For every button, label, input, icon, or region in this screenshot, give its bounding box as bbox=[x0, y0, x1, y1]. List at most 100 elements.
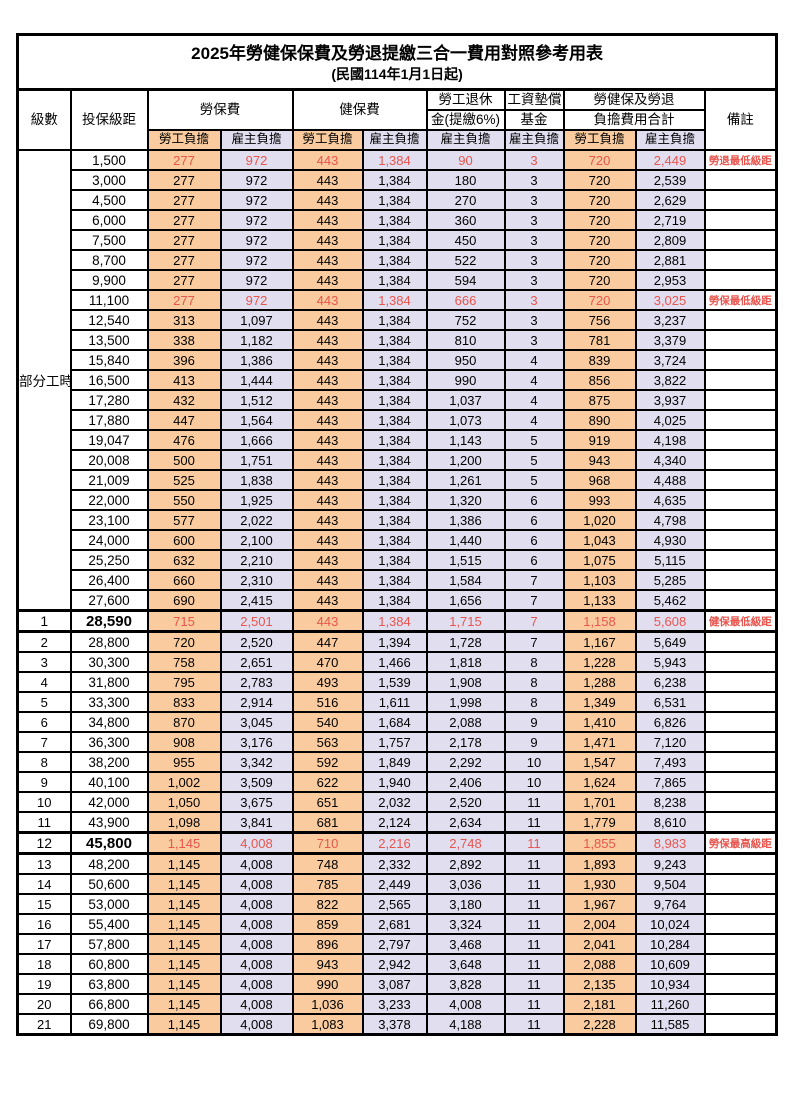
level-group-part-time: 部分工時 bbox=[16, 149, 72, 612]
value-cell: 11 bbox=[503, 993, 565, 1015]
value-cell: 1,386 bbox=[219, 349, 294, 371]
bracket-cell: 36,300 bbox=[69, 731, 149, 753]
value-cell: 1,715 bbox=[425, 609, 506, 633]
value-cell: 3,237 bbox=[634, 309, 706, 331]
remark-cell bbox=[703, 873, 778, 895]
value-cell: 4,008 bbox=[219, 933, 294, 955]
value-cell: 1,167 bbox=[562, 630, 637, 653]
level-cell: 12 bbox=[16, 831, 72, 855]
value-cell: 1,145 bbox=[146, 1013, 222, 1036]
table-row: 4,500 277 972 443 1,384 270 3 720 2,629 bbox=[18, 189, 778, 211]
value-cell: 432 bbox=[146, 389, 222, 411]
value-cell: 720 bbox=[562, 189, 637, 211]
remark-cell bbox=[703, 329, 778, 351]
value-cell: 1,002 bbox=[146, 771, 222, 793]
remark-cell bbox=[703, 209, 778, 231]
bracket-cell: 69,800 bbox=[69, 1013, 149, 1036]
page: 2025年勞健保保費及勞退提繳三合一費用對照參考用表 (民國114年1月1日起)… bbox=[16, 33, 779, 1036]
value-cell: 592 bbox=[291, 751, 364, 773]
remark-cell bbox=[703, 671, 778, 693]
bracket-cell: 50,600 bbox=[69, 873, 149, 895]
value-cell: 11 bbox=[503, 973, 565, 995]
value-cell: 1,145 bbox=[146, 993, 222, 1015]
value-cell: 11 bbox=[503, 852, 565, 875]
value-cell: 972 bbox=[219, 149, 294, 171]
value-cell: 1,384 bbox=[361, 189, 428, 211]
value-cell: 2,953 bbox=[634, 269, 706, 291]
value-cell: 4,798 bbox=[634, 509, 706, 531]
level-cell: 14 bbox=[16, 873, 72, 895]
value-cell: 4,930 bbox=[634, 529, 706, 551]
table-row: 22,000 550 1,925 443 1,384 1,320 6 993 4,635 bbox=[18, 489, 778, 511]
value-cell: 277 bbox=[146, 269, 222, 291]
value-cell: 7 bbox=[503, 609, 565, 633]
value-cell: 443 bbox=[291, 149, 364, 171]
value-cell: 338 bbox=[146, 329, 222, 351]
value-cell: 447 bbox=[291, 630, 364, 653]
value-cell: 1,097 bbox=[219, 309, 294, 331]
value-cell: 972 bbox=[219, 289, 294, 311]
remark-cell bbox=[703, 549, 778, 571]
value-cell: 2,520 bbox=[219, 630, 294, 653]
table-row: 17,280 432 1,512 443 1,384 1,037 4 875 3,937 bbox=[18, 389, 778, 411]
remark-cell bbox=[703, 569, 778, 591]
bracket-cell: 57,800 bbox=[69, 933, 149, 955]
value-cell: 270 bbox=[425, 189, 506, 211]
value-cell: 360 bbox=[425, 209, 506, 231]
level-cell: 21 bbox=[16, 1013, 72, 1036]
value-cell: 4,008 bbox=[219, 893, 294, 915]
value-cell: 5,943 bbox=[634, 651, 706, 673]
value-cell: 3 bbox=[503, 209, 565, 231]
value-cell: 2,135 bbox=[562, 973, 637, 995]
value-cell: 443 bbox=[291, 169, 364, 191]
value-cell: 3,087 bbox=[361, 973, 428, 995]
remark-cell bbox=[703, 953, 778, 975]
value-cell: 1,925 bbox=[219, 489, 294, 511]
value-cell: 443 bbox=[291, 549, 364, 571]
value-cell: 9,243 bbox=[634, 852, 706, 875]
bracket-cell: 45,800 bbox=[69, 831, 149, 855]
value-cell: 443 bbox=[291, 449, 364, 471]
table-row: 6,000 277 972 443 1,384 360 3 720 2,719 bbox=[18, 209, 778, 231]
bracket-cell: 19,047 bbox=[69, 429, 149, 451]
remark-cell: 勞退最低級距 bbox=[703, 149, 778, 171]
value-cell: 3,509 bbox=[219, 771, 294, 793]
value-cell: 443 bbox=[291, 329, 364, 351]
value-cell: 3,342 bbox=[219, 751, 294, 773]
table-row: 23,100 577 2,022 443 1,384 1,386 6 1,020 4,798 bbox=[18, 509, 778, 531]
value-cell: 277 bbox=[146, 209, 222, 231]
value-cell: 277 bbox=[146, 249, 222, 271]
value-cell: 1,143 bbox=[425, 429, 506, 451]
value-cell: 9 bbox=[503, 711, 565, 733]
remark-cell bbox=[703, 751, 778, 773]
bracket-cell: 31,800 bbox=[69, 671, 149, 693]
remark-cell bbox=[703, 993, 778, 1015]
value-cell: 11 bbox=[503, 1013, 565, 1036]
value-cell: 6,238 bbox=[634, 671, 706, 693]
bracket-cell: 1,500 bbox=[69, 149, 149, 171]
value-cell: 1,349 bbox=[562, 691, 637, 713]
table-row: 19 63,800 1,145 4,008 990 3,087 3,828 11 2,135 10… bbox=[16, 973, 778, 995]
level-cell: 3 bbox=[16, 651, 72, 673]
value-cell: 1,384 bbox=[361, 249, 428, 271]
value-cell: 2,634 bbox=[425, 811, 506, 834]
value-cell: 1,666 bbox=[219, 429, 294, 451]
value-cell: 2,449 bbox=[361, 873, 428, 895]
value-cell: 476 bbox=[146, 429, 222, 451]
value-cell: 3 bbox=[503, 289, 565, 311]
value-cell: 450 bbox=[425, 229, 506, 251]
value-cell: 277 bbox=[146, 149, 222, 171]
value-cell: 2,332 bbox=[361, 852, 428, 875]
value-cell: 950 bbox=[425, 349, 506, 371]
bracket-cell: 42,000 bbox=[69, 791, 149, 813]
value-cell: 1,384 bbox=[361, 309, 428, 331]
bracket-cell: 8,700 bbox=[69, 249, 149, 271]
value-cell: 1,098 bbox=[146, 811, 222, 834]
value-cell: 3 bbox=[503, 189, 565, 211]
value-cell: 993 bbox=[562, 489, 637, 511]
level-cell: 13 bbox=[16, 852, 72, 875]
table-row: 17,880 447 1,564 443 1,384 1,073 4 890 4,025 bbox=[18, 409, 778, 431]
value-cell: 1,050 bbox=[146, 791, 222, 813]
value-cell: 972 bbox=[219, 189, 294, 211]
value-cell: 972 bbox=[219, 169, 294, 191]
